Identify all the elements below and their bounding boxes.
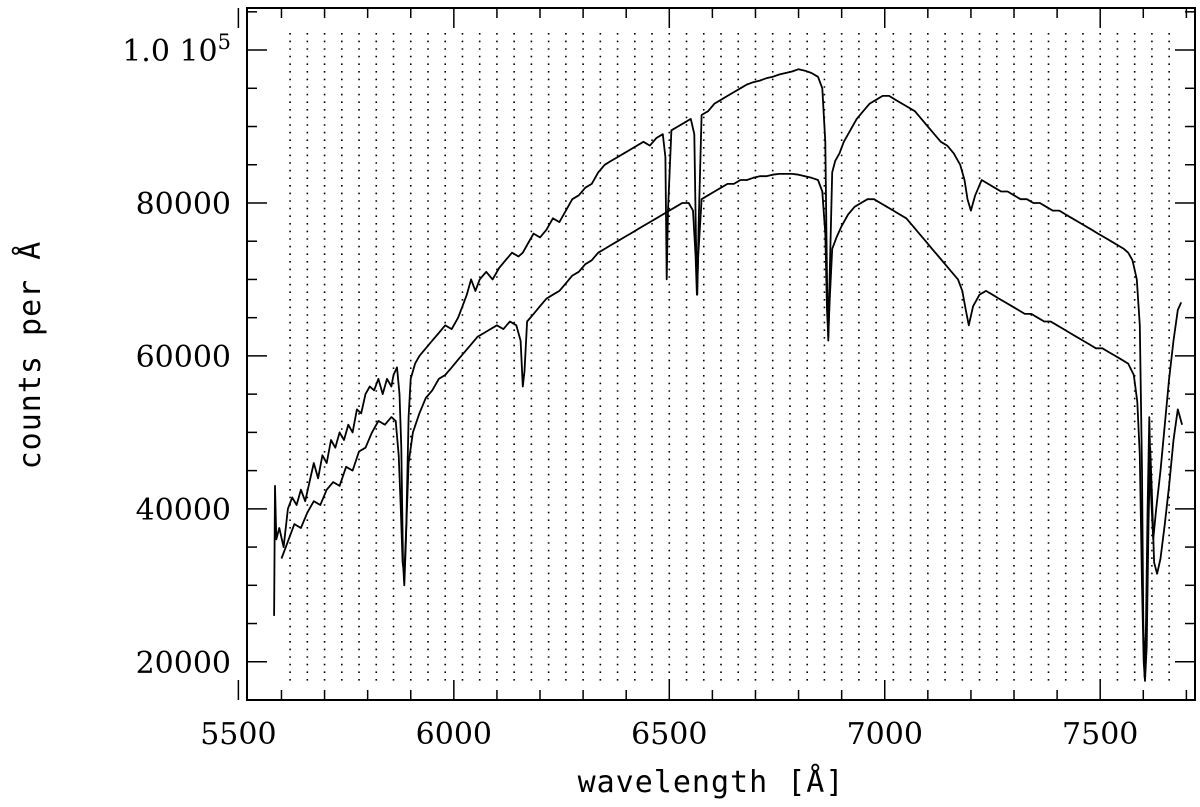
y-tick-label: 40000 [136, 493, 231, 528]
y-axis-title: counts per Å [12, 241, 48, 470]
x-tick-labels: 5500 6000 6500 7000 7500 [200, 717, 1138, 752]
vertical-marker-lines [289, 33, 1170, 685]
x-tick-label: 7000 [847, 717, 923, 752]
x-axis-title: wavelength [Å] [578, 764, 845, 800]
y-top-tick-label-exponent: 5 [218, 30, 231, 54]
x-tick-label: 7500 [1062, 717, 1138, 752]
y-top-tick-label: 1.0 105 [122, 30, 231, 69]
axis-ticks [237, 8, 1195, 700]
spectrum-line [273, 68, 1183, 678]
y-top-tick-label-main: 1.0 10 [122, 34, 217, 69]
spectrum-line [280, 173, 1183, 682]
x-tick-label: 6500 [631, 717, 707, 752]
spectrum-series [273, 68, 1183, 682]
plot-frame [246, 7, 1196, 701]
x-tick-label: 6000 [416, 717, 492, 752]
y-tick-label: 60000 [136, 340, 231, 375]
x-tick-label: 5500 [200, 717, 276, 752]
y-tick-labels: 20000 40000 60000 80000 [136, 187, 231, 681]
y-tick-label: 20000 [136, 646, 231, 681]
y-tick-label: 80000 [136, 187, 231, 222]
